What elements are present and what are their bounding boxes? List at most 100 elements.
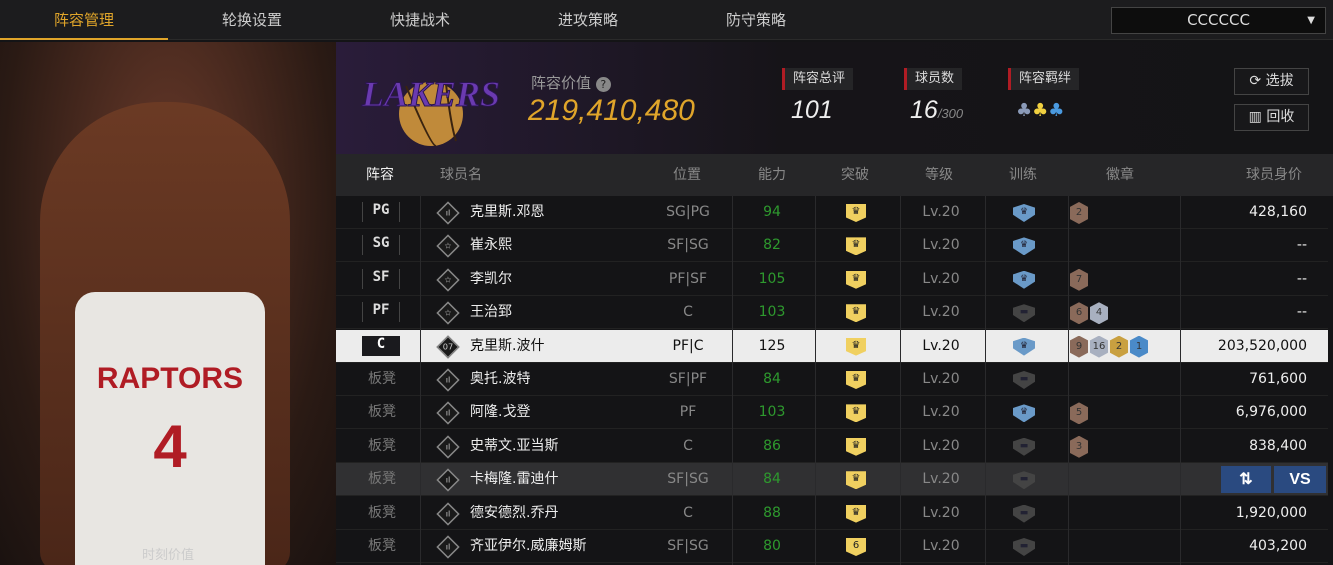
badge-icon[interactable]: 2: [1110, 335, 1128, 358]
tab-3[interactable]: 进攻策略: [557, 11, 618, 29]
badge-icon[interactable]: 5: [1070, 402, 1088, 425]
col-name[interactable]: 球员名: [440, 167, 482, 183]
bars-icon: ıl: [436, 201, 460, 225]
badge-icon[interactable]: 2: [1070, 202, 1088, 224]
player-name[interactable]: 崔永熙: [470, 237, 512, 254]
table-row[interactable]: 板凳 ıl 奥托.波特 SF|PF 84 ♛ Lv.20 ▬ 761,600: [336, 363, 1328, 396]
badge-list: 7: [1070, 268, 1088, 291]
training-icon[interactable]: ♛: [1013, 270, 1035, 289]
player-name[interactable]: 李凯尔: [470, 270, 512, 287]
player-value: 6,976,000: [1235, 404, 1307, 421]
table-row[interactable]: 板凳 ıl 阿隆.戈登 PF 103 ♛ Lv.20 ♛ 5 6,976,000: [336, 396, 1328, 430]
breakthrough-icon[interactable]: ♛: [846, 204, 866, 222]
breakthrough-icon[interactable]: 6: [846, 538, 866, 556]
table-row[interactable]: C 07 克里斯.波什 PF|C 125 ♛ Lv.20 ♛ 9 16 2 1 203,520,000: [336, 329, 1328, 363]
vs-button[interactable]: VS: [1274, 466, 1326, 493]
slot-tag: 板凳: [368, 504, 396, 521]
breakthrough-icon[interactable]: ♛: [846, 504, 866, 523]
tab-2[interactable]: 快捷战术: [389, 11, 450, 29]
value-label: 阵容价值: [531, 74, 592, 92]
col-badges[interactable]: 徽章: [1106, 167, 1134, 183]
player-position: PF: [679, 404, 697, 421]
star-icon: ☆: [436, 301, 460, 325]
training-icon[interactable]: ▬: [1013, 471, 1035, 490]
table-row[interactable]: 板凳 ıl 史蒂文.亚当斯 C 86 ♛ Lv.20 ▬ 3 838,400: [336, 430, 1328, 463]
team-logo: LAKERS: [360, 74, 501, 146]
recycle-icon: ▥: [1248, 109, 1262, 125]
slot-tag: PF: [362, 302, 400, 323]
player-ability: 80: [763, 538, 781, 554]
col-lineup[interactable]: 阵容: [366, 167, 394, 183]
table-row[interactable]: SG ☆ 崔永熙 SF|SG 82 ♛ Lv.20 ♛ --: [336, 229, 1328, 263]
player-level: Lv.20: [922, 270, 960, 287]
table-row[interactable]: PG ıl 克里斯.邓恩 SG|PG 94 ♛ Lv.20 ♛ 2 428,160: [336, 196, 1328, 229]
col-breakthrough[interactable]: 突破: [841, 167, 869, 183]
training-icon[interactable]: ▬: [1013, 504, 1035, 523]
breakthrough-icon[interactable]: ♛: [846, 437, 866, 456]
breakthrough-icon[interactable]: ♛: [846, 404, 866, 423]
chemistry-icons[interactable]: ♣♣♣: [1016, 100, 1064, 121]
badge-icon[interactable]: 7: [1070, 268, 1088, 291]
breakthrough-icon[interactable]: ♛: [846, 337, 866, 356]
training-icon[interactable]: ▬: [1013, 371, 1035, 389]
tab-4[interactable]: 防守策略: [725, 11, 786, 29]
team-select[interactable]: CCCCCC ▼: [1111, 7, 1326, 34]
player-name[interactable]: 王治郅: [470, 304, 512, 321]
training-icon[interactable]: ▬: [1013, 304, 1035, 323]
player-value: 403,200: [1249, 538, 1307, 554]
player-name[interactable]: 齐亚伊尔.威廉姆斯: [470, 538, 587, 554]
badge-icon[interactable]: 4: [1090, 302, 1108, 325]
player-name[interactable]: 德安德烈.乔丹: [470, 504, 559, 521]
player-ability: 94: [763, 204, 781, 220]
swap-button[interactable]: ⇅: [1221, 466, 1271, 493]
training-icon[interactable]: ♛: [1013, 337, 1035, 356]
badge-icon[interactable]: 1: [1130, 335, 1148, 358]
player-level: Lv.20: [922, 538, 960, 554]
col-value[interactable]: 球员身价: [1246, 167, 1302, 183]
player-name[interactable]: 卡梅隆.雷迪什: [470, 471, 559, 488]
select-button[interactable]: ⟳ 选拔: [1234, 68, 1309, 95]
badge-icon[interactable]: 3: [1070, 435, 1088, 458]
table-row[interactable]: PF ☆ 王治郅 C 103 ♛ Lv.20 ▬ 6 4 --: [336, 296, 1328, 330]
col-training[interactable]: 训练: [1009, 167, 1037, 183]
player-value: --: [1296, 237, 1307, 254]
badge-icon[interactable]: 9: [1070, 335, 1088, 358]
badge-icon[interactable]: 16: [1090, 335, 1108, 358]
table-row[interactable]: 板凳 ıl 卡梅隆.雷迪什 SF|SG 84 ♛ Lv.20 ▬: [336, 463, 1328, 497]
player-level: Lv.20: [922, 504, 960, 521]
rating-label: 阵容总评: [782, 68, 854, 90]
table-row[interactable]: 板凳 ıl 齐亚伊尔.威廉姆斯 SF|SG 80 6 Lv.20 ▬ 403,200: [336, 530, 1328, 563]
badge-icon[interactable]: 6: [1070, 302, 1088, 325]
training-icon[interactable]: ♛: [1013, 204, 1035, 222]
player-level: Lv.20: [922, 304, 960, 321]
breakthrough-icon[interactable]: ♛: [846, 471, 866, 490]
slot-tag: SG: [362, 235, 400, 256]
player-level: Lv.20: [922, 404, 960, 421]
player-ability: 103: [758, 304, 786, 321]
col-level[interactable]: 等级: [925, 167, 953, 183]
player-ability: 125: [758, 337, 786, 354]
chemistry-icon: ♣: [1016, 100, 1033, 121]
col-position[interactable]: 位置: [673, 167, 701, 183]
table-row[interactable]: 板凳 ıl 德安德烈.乔丹 C 88 ♛ Lv.20 ▬ 1,920,000: [336, 497, 1328, 530]
breakthrough-icon[interactable]: ♛: [846, 270, 866, 289]
tab-0[interactable]: 阵容管理: [0, 0, 168, 40]
training-icon[interactable]: ♛: [1013, 404, 1035, 423]
player-name[interactable]: 克里斯.邓恩: [470, 204, 545, 220]
tab-1[interactable]: 轮换设置: [221, 11, 282, 29]
player-name[interactable]: 史蒂文.亚当斯: [470, 437, 559, 454]
training-icon[interactable]: ▬: [1013, 437, 1035, 456]
recycle-button[interactable]: ▥ 回收: [1234, 104, 1309, 131]
player-name[interactable]: 奥托.波特: [470, 371, 531, 387]
col-ability[interactable]: 能力: [758, 167, 786, 183]
breakthrough-icon[interactable]: ♛: [846, 304, 866, 323]
player-name[interactable]: 克里斯.波什: [470, 337, 545, 354]
training-icon[interactable]: ▬: [1013, 538, 1035, 556]
training-icon[interactable]: ♛: [1013, 237, 1035, 256]
table-row[interactable]: SF ☆ 李凯尔 PF|SF 105 ♛ Lv.20 ♛ 7 --: [336, 263, 1328, 296]
breakthrough-icon[interactable]: ♛: [846, 371, 866, 389]
player-name[interactable]: 阿隆.戈登: [470, 404, 531, 421]
bars-icon: ıl: [436, 435, 460, 459]
help-icon[interactable]: ?: [595, 77, 611, 92]
breakthrough-icon[interactable]: ♛: [846, 237, 866, 256]
